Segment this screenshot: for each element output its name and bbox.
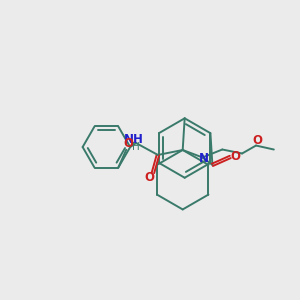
Text: O: O [144, 171, 154, 184]
Text: O: O [123, 137, 133, 150]
Text: N: N [199, 152, 208, 165]
Text: NH: NH [124, 133, 144, 146]
Text: O: O [230, 150, 240, 164]
Text: O: O [252, 134, 262, 147]
Text: H: H [132, 142, 140, 152]
